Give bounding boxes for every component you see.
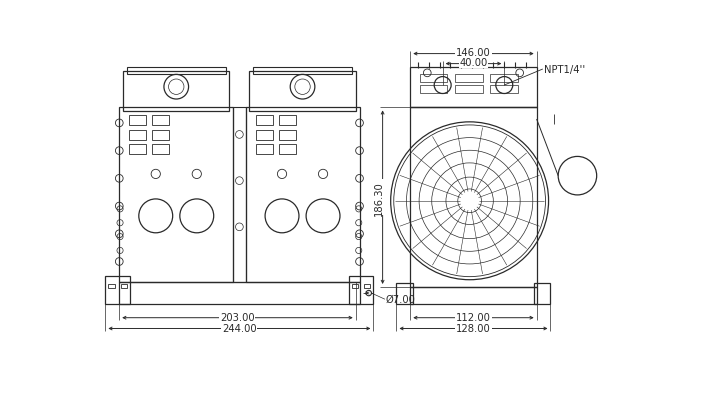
Text: 112.00: 112.00 bbox=[456, 312, 491, 322]
Bar bbox=[152, 130, 169, 140]
Bar bbox=[129, 130, 146, 140]
Bar bbox=[352, 284, 358, 289]
Bar bbox=[246, 108, 359, 283]
Bar bbox=[491, 86, 518, 94]
Bar bbox=[397, 283, 414, 304]
Bar bbox=[119, 283, 359, 304]
Bar bbox=[349, 276, 373, 304]
Text: 128.00: 128.00 bbox=[456, 323, 491, 333]
Bar bbox=[121, 284, 127, 289]
Bar bbox=[279, 145, 296, 155]
Bar bbox=[419, 75, 448, 83]
Bar bbox=[256, 130, 273, 140]
Text: 186.30: 186.30 bbox=[373, 180, 384, 215]
Bar bbox=[256, 116, 273, 126]
Bar bbox=[105, 276, 130, 304]
Bar bbox=[455, 75, 483, 83]
Bar bbox=[410, 108, 537, 287]
Text: 244.00: 244.00 bbox=[222, 323, 257, 333]
Bar bbox=[364, 284, 370, 289]
Bar bbox=[279, 116, 296, 126]
Bar bbox=[410, 67, 537, 108]
Bar bbox=[253, 67, 352, 75]
Bar bbox=[249, 72, 356, 112]
Bar bbox=[129, 116, 146, 126]
Text: 40.00: 40.00 bbox=[460, 58, 488, 68]
Text: NPT1/4'': NPT1/4'' bbox=[544, 65, 585, 75]
Bar bbox=[491, 75, 518, 83]
Bar bbox=[127, 67, 225, 75]
Text: 146.00: 146.00 bbox=[456, 48, 491, 58]
Bar bbox=[256, 145, 273, 155]
Bar bbox=[152, 116, 169, 126]
Bar bbox=[419, 86, 448, 94]
Bar bbox=[233, 108, 246, 283]
Bar bbox=[534, 283, 551, 304]
Bar bbox=[129, 145, 146, 155]
Bar bbox=[152, 145, 169, 155]
Bar bbox=[119, 108, 233, 283]
Bar bbox=[109, 284, 114, 289]
Bar bbox=[410, 287, 537, 304]
Text: Ø7.00: Ø7.00 bbox=[385, 294, 416, 304]
Text: 203.00: 203.00 bbox=[220, 312, 255, 322]
Bar bbox=[279, 130, 296, 140]
Bar bbox=[455, 86, 483, 94]
Bar bbox=[123, 72, 229, 112]
